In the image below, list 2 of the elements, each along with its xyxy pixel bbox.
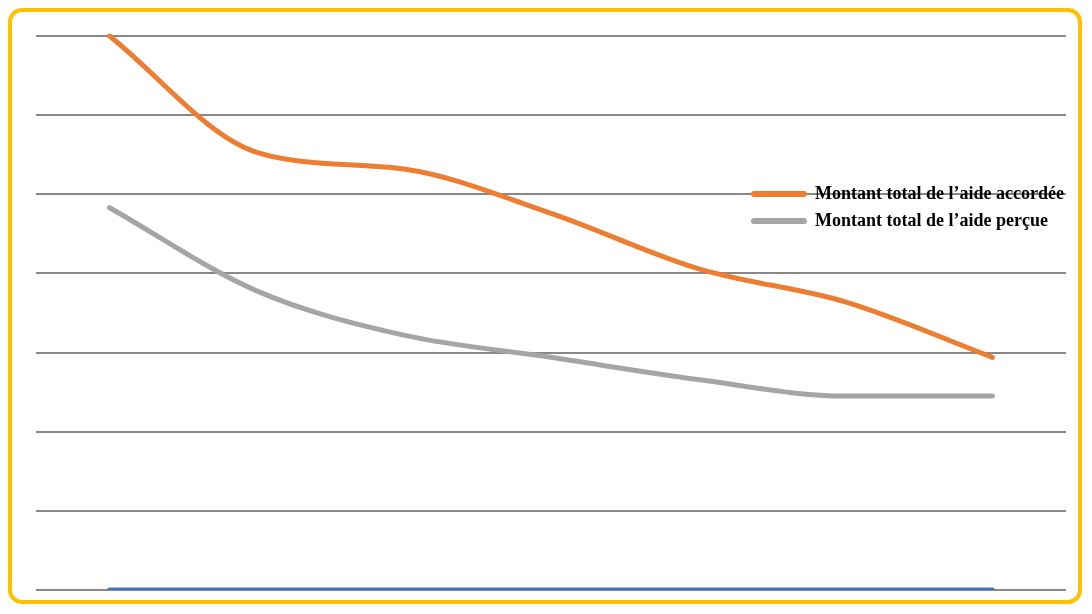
legend-label: Montant total de l’aide perçue xyxy=(815,210,1049,231)
legend-label: Montant total de l’aide accordée xyxy=(815,183,1064,204)
